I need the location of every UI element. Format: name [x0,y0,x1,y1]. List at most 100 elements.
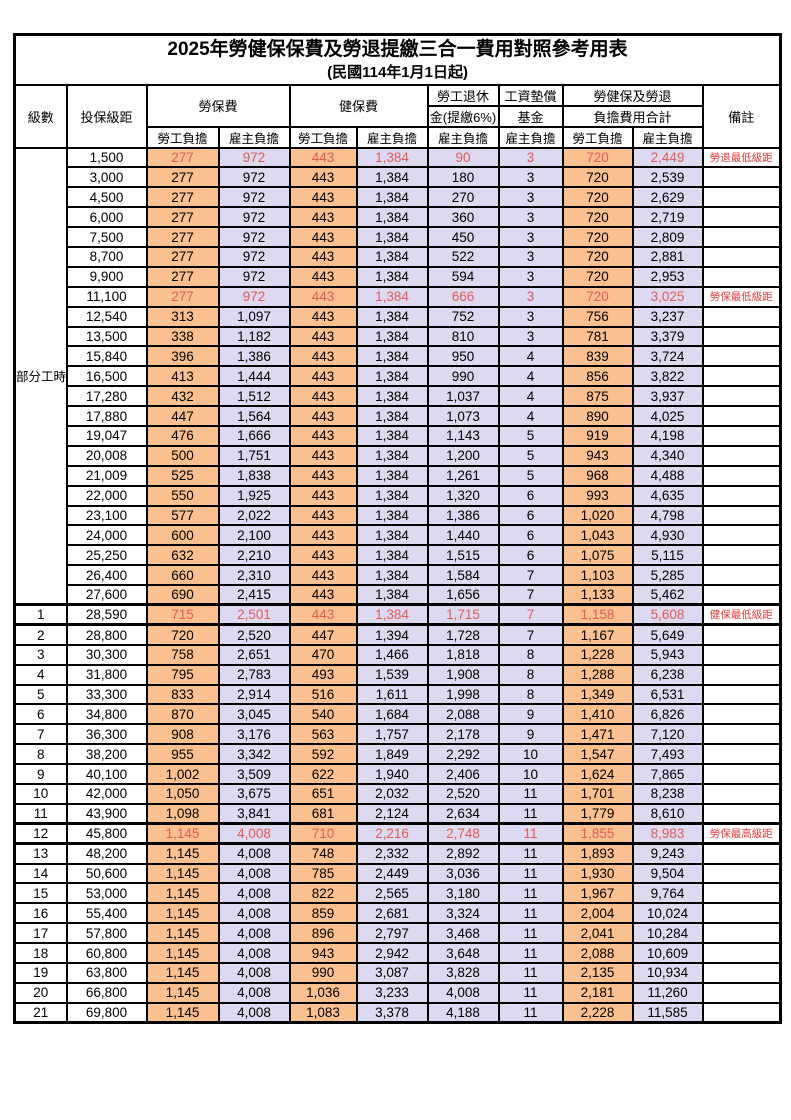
subheader-labor-employer: 雇主負擔 [217,125,291,149]
table-row: 3,000 277 972 443 1,384 180 3 720 2,539 [15,166,782,189]
total-employee-cell: 1,547 [561,743,634,766]
labor-employee-cell: 1,145 [145,862,220,885]
table-row: 20 66,800 1,145 4,008 1,036 3,233 4,008 11 2,181… [13,981,782,1004]
labor-employer-cell: 972 [217,146,291,169]
bracket-cell: 45,800 [65,822,148,846]
remark-cell [701,703,782,726]
health-employee-cell: 443 [288,206,358,229]
labor-employee-cell: 720 [145,623,220,646]
total-employer-cell: 9,504 [631,862,704,885]
total-employer-cell: 4,488 [631,464,704,487]
remark-cell: 健保最低級距 [701,603,782,627]
bracket-cell: 4,500 [65,186,148,209]
pension-employer-cell: 180 [426,166,500,189]
labor-employee-cell: 396 [145,345,220,368]
bracket-cell: 1,500 [65,146,148,169]
health-employee-cell: 443 [288,186,358,209]
health-employer-cell: 1,384 [355,524,429,547]
labor-employer-cell: 972 [217,245,291,268]
bracket-cell: 28,800 [65,623,148,646]
table-row: 1 28,590 715 2,501 443 1,384 1,715 7 1,158 5,608 健… [13,603,782,627]
pension-employer-cell: 3,036 [426,862,500,885]
health-employer-cell: 1,384 [355,245,429,268]
labor-employee-cell: 870 [145,703,220,726]
total-employer-cell: 3,937 [631,385,704,408]
level-cell: 15 [13,882,68,905]
labor-employer-cell: 2,914 [217,683,291,706]
labor-employer-cell: 972 [217,166,291,189]
bracket-cell: 40,100 [65,763,148,785]
health-employee-cell: 443 [288,405,358,427]
fund-employer-cell: 10 [497,743,564,766]
labor-employer-cell: 972 [217,265,291,288]
labor-employee-cell: 1,145 [145,842,220,865]
fund-employer-cell: 11 [497,802,564,825]
health-employee-cell: 443 [288,285,358,308]
total-employer-cell: 5,285 [631,564,704,587]
table-row: 2 28,800 720 2,520 447 1,394 1,728 7 1,167 5,649 [13,623,782,646]
remark-cell [701,464,782,487]
table-row: 9,900 277 972 443 1,384 594 3 720 2,953 [15,265,782,288]
health-employer-cell: 1,384 [355,265,429,288]
level-cell: 10 [13,783,68,805]
fund-employer-cell: 3 [497,146,564,169]
bracket-cell: 36,300 [65,723,148,746]
table-row: 17,880 447 1,564 443 1,384 1,073 4 890 4,025 [15,405,782,427]
bracket-cell: 31,800 [65,663,148,686]
health-employer-cell: 1,384 [355,504,429,527]
table-row: 16 55,400 1,145 4,008 859 2,681 3,324 11 2,004 10… [13,902,782,925]
labor-employer-cell: 1,925 [217,484,291,507]
labor-employer-cell: 972 [217,226,291,248]
labor-employee-cell: 1,098 [145,802,220,825]
page-subtitle: (民國114年1月1日起) [327,63,468,81]
pension-employer-cell: 1,261 [426,464,500,487]
pension-employer-cell: 2,088 [426,703,500,726]
remark-cell [701,802,782,825]
bracket-cell: 42,000 [65,783,148,805]
remark-cell [701,743,782,766]
labor-employer-cell: 1,751 [217,444,291,467]
health-employee-cell: 681 [288,802,358,825]
health-employee-cell: 443 [288,444,358,467]
labor-employee-cell: 277 [145,186,220,209]
total-employer-cell: 10,284 [631,922,704,945]
health-employer-cell: 1,940 [355,763,429,785]
total-employee-cell: 2,088 [561,942,634,965]
bracket-cell: 22,000 [65,484,148,507]
fund-employer-cell: 10 [497,763,564,785]
fund-employer-cell: 7 [497,584,564,606]
total-employee-cell: 720 [561,265,634,288]
total-employer-cell: 3,724 [631,345,704,368]
fund-employer-cell: 8 [497,663,564,686]
labor-employee-cell: 1,050 [145,783,220,805]
total-employer-cell: 5,943 [631,643,704,666]
remark-cell [701,524,782,547]
labor-employer-cell: 2,100 [217,524,291,547]
total-employer-cell: 10,934 [631,962,704,984]
level-cell: 18 [13,942,68,965]
health-employer-cell: 2,124 [355,802,429,825]
col-header-fund-line2: 基金 [497,104,564,128]
health-employee-cell: 651 [288,783,358,805]
bracket-cell: 11,100 [65,285,148,308]
labor-employer-cell: 1,444 [217,365,291,388]
health-employee-cell: 443 [288,305,358,328]
labor-employer-cell: 2,501 [217,603,291,627]
pension-employer-cell: 4,008 [426,981,500,1004]
table-row: 部分工時 1,500 277 972 443 1,384 90 3 720 2,449 勞退最低級距 [13,146,782,606]
subheader-pension-employer: 雇主負擔 [426,125,500,149]
health-employee-cell: 443 [288,544,358,567]
health-employer-cell: 3,233 [355,981,429,1004]
level-cell: 21 [13,1001,68,1024]
health-employee-cell: 990 [288,962,358,984]
header-row-3: 勞工負擔 雇主負擔 勞工負擔 雇主負擔 雇主負擔 雇主負擔 勞工負擔 雇主負擔 [15,125,781,149]
page-title: 2025年勞健保保費及勞退提繳三合一費用對照參考用表 [167,38,628,60]
remark-cell [701,305,782,328]
total-employer-cell: 7,493 [631,743,704,766]
fund-employer-cell: 3 [497,285,564,308]
labor-employer-cell: 4,008 [217,862,291,885]
bracket-cell: 13,500 [65,325,148,348]
table-row: 21 69,800 1,145 4,008 1,083 3,378 4,188 11 2,228… [13,1001,782,1024]
labor-employee-cell: 1,002 [145,763,220,785]
